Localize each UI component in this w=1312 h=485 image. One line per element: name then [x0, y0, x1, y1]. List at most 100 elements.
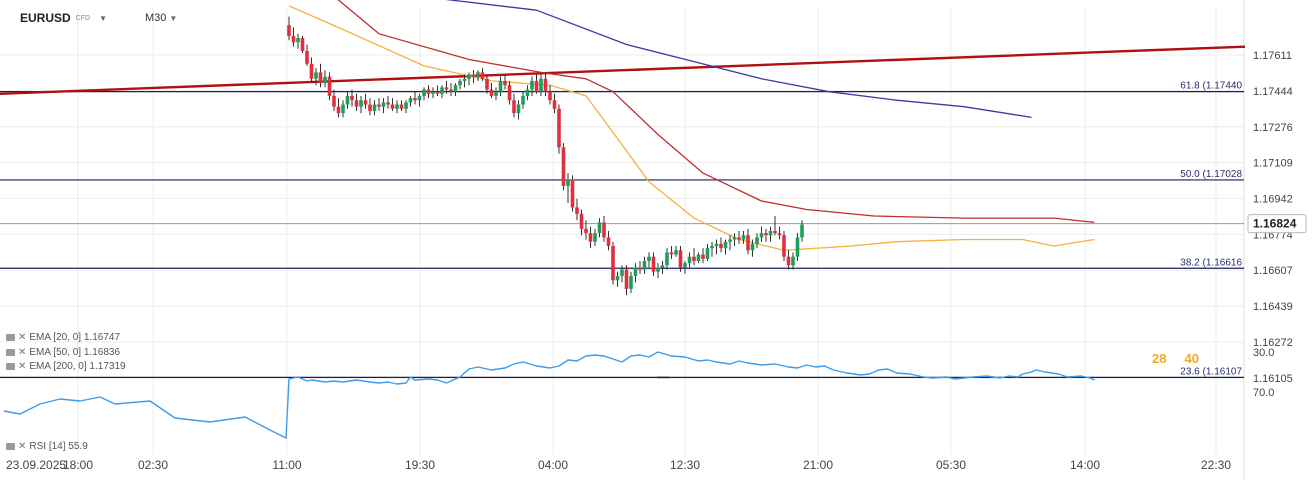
candle-bull — [620, 269, 624, 276]
x-tick-label: 22:30 — [1201, 458, 1231, 472]
candle-bull — [521, 95, 525, 105]
symbol-type-label: CFD — [75, 14, 91, 22]
candle-bull — [759, 233, 764, 238]
timeframe-selector[interactable]: M30 — [144, 12, 167, 24]
candle-bear — [737, 237, 741, 240]
candle-bear — [678, 250, 683, 268]
y-tick-label: 1.16439 — [1253, 301, 1293, 313]
candle-bull — [687, 256, 692, 264]
candle-bear — [575, 207, 579, 214]
candle-bull — [422, 89, 426, 96]
timeframe-dropdown-icon[interactable]: ▼ — [169, 13, 178, 23]
candle-bull — [417, 95, 422, 101]
candle-bear — [507, 85, 512, 101]
candle-bear — [291, 35, 296, 43]
indicator-settings-icon[interactable] — [6, 349, 15, 356]
candle-bear — [426, 89, 431, 94]
symbol-label[interactable]: EURUSD — [20, 11, 71, 25]
candle-bear — [471, 74, 476, 77]
candle-bear — [435, 91, 440, 94]
candle-bear — [588, 233, 593, 242]
candle-bear — [332, 95, 336, 107]
candle-bear — [561, 147, 566, 186]
candle-bear — [485, 78, 489, 90]
candle-bull — [431, 91, 435, 94]
remove-indicator-icon[interactable]: ✕ — [18, 441, 27, 452]
candle-bear — [602, 222, 606, 238]
candle-bull — [341, 104, 345, 114]
candle-bear — [390, 104, 395, 109]
remove-indicator-icon[interactable]: ✕ — [18, 347, 27, 358]
candle-bear — [570, 179, 575, 208]
x-tick-label: 18:00 — [63, 458, 93, 472]
rsi-line — [3, 351, 1095, 439]
candle-bear — [701, 254, 705, 259]
fib-level-label: 50.0 (1.17028 — [1180, 169, 1242, 180]
candle-bull — [660, 265, 665, 268]
candle-bear — [782, 235, 786, 257]
candle-bear — [444, 87, 449, 90]
candle-bull — [359, 100, 363, 107]
current-price-box — [1247, 214, 1307, 234]
candle-bear — [669, 252, 674, 255]
ema50-legend-label: EMA [50, 0] 1.16836 — [29, 347, 121, 358]
candle-bull — [395, 104, 399, 109]
x-tick-label: 04:00 — [538, 458, 568, 472]
candle-bear — [377, 104, 381, 107]
candle-bear — [606, 237, 611, 246]
candle-bear — [638, 267, 642, 270]
candle-bull — [633, 267, 638, 276]
ema50-line — [337, 0, 1095, 224]
indicator-settings-icon[interactable] — [6, 363, 15, 370]
candle-bull — [656, 267, 660, 272]
x-tick-label: 21:00 — [803, 458, 833, 472]
rsi-legend: ✕ RSI [14] 55.9 — [6, 441, 88, 452]
candle-bear — [480, 72, 485, 79]
candle-bull — [404, 102, 408, 109]
candle-bull — [683, 263, 687, 268]
candle-bear — [503, 80, 507, 86]
candle-bull — [566, 179, 570, 186]
counter-right: 40 — [1184, 351, 1199, 366]
remove-indicator-icon[interactable]: ✕ — [18, 332, 27, 343]
symbol-dropdown-icon[interactable]: ▼ — [99, 13, 107, 23]
rsi-tick-label: 30.0 — [1253, 347, 1274, 359]
candle-bear — [584, 228, 588, 234]
candle-bull — [530, 80, 534, 90]
candle-bear — [489, 89, 494, 96]
candle-bear — [719, 243, 723, 249]
x-tick-label: 19:30 — [405, 458, 435, 472]
candle-bear — [386, 102, 390, 105]
candle-bull — [755, 237, 759, 244]
candle-bull — [516, 104, 521, 114]
remove-indicator-icon[interactable]: ✕ — [18, 361, 27, 372]
y-tick-label: 1.17611 — [1253, 50, 1292, 62]
candle-bull — [791, 256, 795, 266]
candle-bear — [449, 89, 453, 92]
candle-bull — [440, 87, 444, 94]
y-tick-label: 1.16607 — [1253, 265, 1293, 277]
candle-bull — [710, 245, 714, 249]
candle-bull — [345, 95, 350, 105]
candle-bull — [800, 224, 804, 238]
counter-left: 28 — [1152, 351, 1167, 366]
candle-bull — [323, 76, 327, 84]
candle-bear — [624, 269, 629, 289]
indicator-settings-icon[interactable] — [6, 443, 15, 450]
candle-bear — [552, 100, 557, 109]
candle-bull — [629, 275, 633, 289]
candle-bull — [750, 243, 755, 251]
candle-bull — [732, 237, 737, 240]
x-tick-label: 11:00 — [272, 458, 301, 472]
indicator-settings-icon[interactable] — [6, 334, 15, 341]
candle-bear — [543, 78, 548, 92]
trendline — [0, 45, 1246, 95]
candle-bear — [746, 235, 750, 251]
candle-bull — [647, 256, 651, 261]
candle-bull — [714, 243, 719, 246]
candle-bull — [665, 252, 669, 266]
candle-bear — [413, 98, 417, 101]
y-tick-label: 1.16942 — [1253, 193, 1293, 205]
